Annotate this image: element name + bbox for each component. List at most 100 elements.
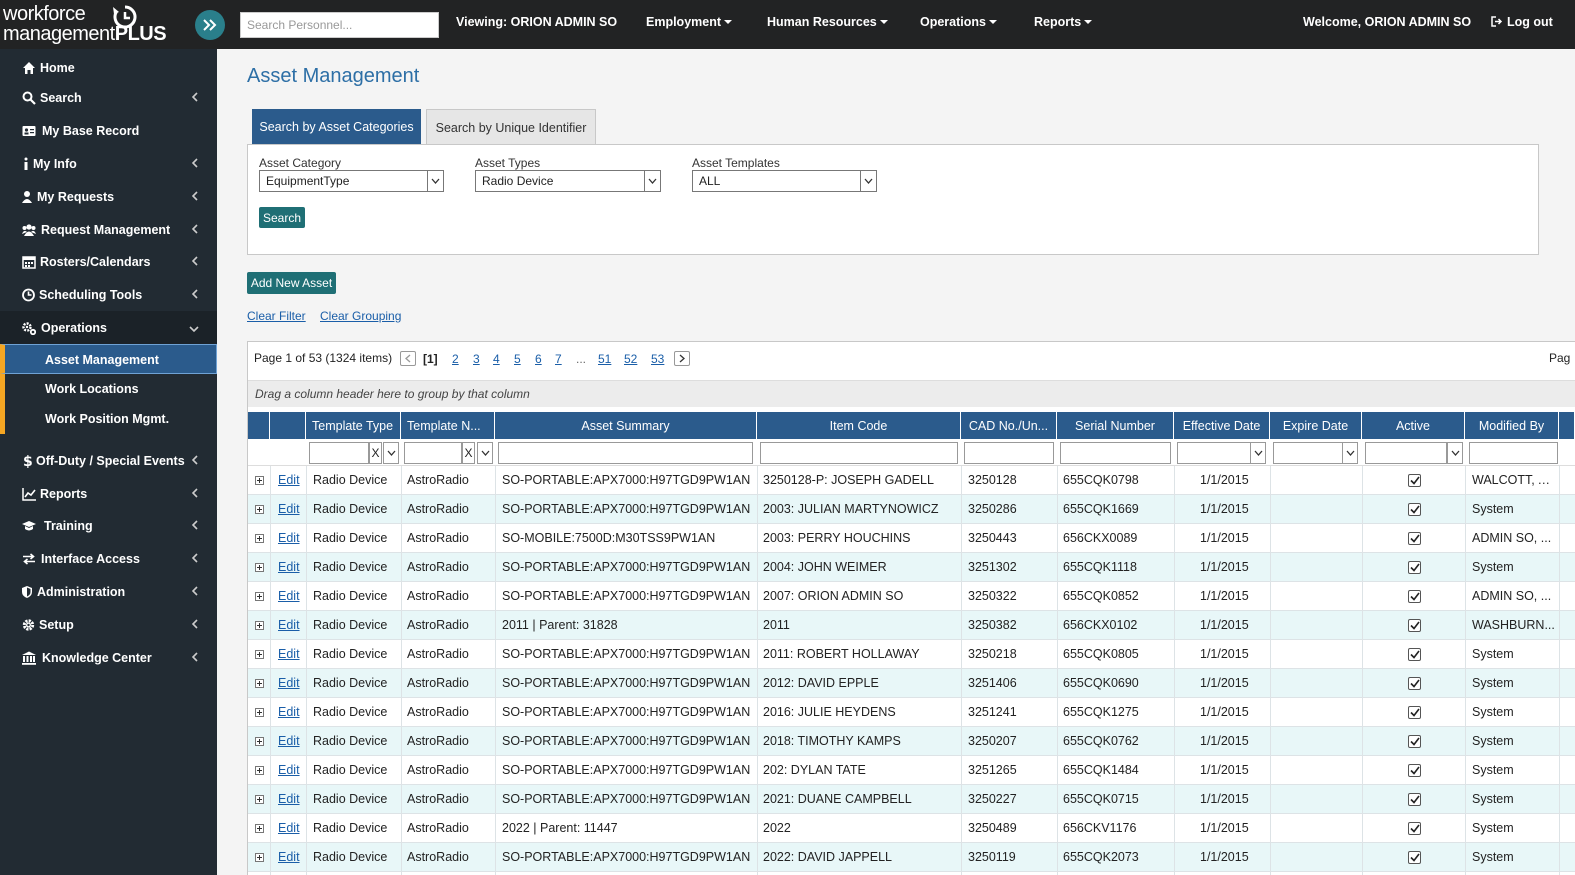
active-checkbox[interactable]: [1408, 532, 1421, 545]
app-logo[interactable]: workforce managementPLUS: [3, 4, 185, 46]
logout-link[interactable]: Log out: [1491, 15, 1553, 29]
pager-next-button[interactable]: [674, 351, 690, 366]
edit-link[interactable]: Edit: [278, 473, 300, 487]
filter-asset-summary-input[interactable]: [498, 442, 753, 464]
active-checkbox[interactable]: [1408, 793, 1421, 806]
sidebar-subitem-work-position-mgmt[interactable]: Work Position Mgmt.: [0, 404, 217, 434]
active-checkbox[interactable]: [1408, 648, 1421, 661]
menu-operations[interactable]: Operations: [920, 15, 997, 29]
sidebar-subitem-work-locations[interactable]: Work Locations: [0, 374, 217, 404]
edit-link[interactable]: Edit: [278, 589, 300, 603]
filter-template-type-dropdown[interactable]: [383, 442, 399, 464]
active-checkbox[interactable]: [1408, 619, 1421, 632]
sidebar-item-operations[interactable]: Operations: [0, 311, 217, 344]
pager-page-3[interactable]: 3: [473, 352, 480, 366]
active-checkbox[interactable]: [1408, 590, 1421, 603]
expand-row-icon[interactable]: [255, 824, 264, 833]
menu-employment[interactable]: Employment: [646, 15, 733, 29]
expand-row-icon[interactable]: [255, 795, 264, 804]
edit-link[interactable]: Edit: [278, 734, 300, 748]
tab-search-by-asset-categories[interactable]: Search by Asset Categories: [252, 109, 421, 145]
sidebar-item-my-base-record[interactable]: My Base Record: [0, 114, 217, 147]
filter-active-input[interactable]: [1365, 442, 1447, 464]
active-checkbox[interactable]: [1408, 474, 1421, 487]
column-header-cad-no-un[interactable]: CAD No./Un...: [961, 412, 1057, 439]
search-personnel-input[interactable]: [240, 12, 439, 38]
column-header-asset-summary[interactable]: Asset Summary: [495, 412, 757, 439]
column-header-modified-by[interactable]: Modified By: [1465, 412, 1559, 439]
clear-filter-link[interactable]: Clear Filter: [247, 309, 306, 323]
pager-page-6[interactable]: 6: [535, 352, 542, 366]
pager-page-5[interactable]: 5: [514, 352, 521, 366]
column-header-item-code[interactable]: Item Code: [757, 412, 961, 439]
edit-link[interactable]: Edit: [278, 821, 300, 835]
column-header-effective-date[interactable]: Effective Date: [1174, 412, 1270, 439]
filter-effective-date-dropdown[interactable]: [1250, 442, 1266, 464]
asset-types-select[interactable]: Radio Device: [475, 170, 661, 192]
sidebar-item-administration[interactable]: Administration: [0, 575, 217, 608]
active-checkbox[interactable]: [1408, 561, 1421, 574]
edit-link[interactable]: Edit: [278, 850, 300, 864]
expand-row-icon[interactable]: [255, 737, 264, 746]
sidebar-subitem-asset-management[interactable]: Asset Management: [0, 344, 217, 374]
column-header-active[interactable]: Active: [1362, 412, 1465, 439]
active-checkbox[interactable]: [1408, 822, 1421, 835]
sidebar-item-search[interactable]: Search: [0, 81, 217, 114]
column-header-template-type[interactable]: Template Type: [306, 412, 401, 439]
sidebar-toggle-button[interactable]: [195, 10, 225, 40]
menu-human-resources[interactable]: Human Resources: [767, 15, 888, 29]
active-checkbox[interactable]: [1408, 764, 1421, 777]
sidebar-item-my-info[interactable]: My Info: [0, 147, 217, 180]
menu-reports[interactable]: Reports: [1034, 15, 1093, 29]
edit-link[interactable]: Edit: [278, 647, 300, 661]
edit-link[interactable]: Edit: [278, 502, 300, 516]
expand-row-icon[interactable]: [255, 476, 264, 485]
active-checkbox[interactable]: [1408, 706, 1421, 719]
expand-row-icon[interactable]: [255, 766, 264, 775]
filter-template-name-input[interactable]: [404, 442, 462, 464]
sidebar-item-setup[interactable]: Setup: [0, 608, 217, 641]
edit-link[interactable]: Edit: [278, 676, 300, 690]
filter-serial-number-input[interactable]: [1060, 442, 1171, 464]
filter-template-type-clear[interactable]: X: [369, 442, 382, 464]
pager-page-53[interactable]: 53: [651, 352, 665, 366]
sidebar-item-my-requests[interactable]: My Requests: [0, 180, 217, 213]
filter-item-code-input[interactable]: [760, 442, 958, 464]
sidebar-item-rosters-calendars[interactable]: Rosters/Calendars: [0, 245, 217, 278]
edit-link[interactable]: Edit: [278, 531, 300, 545]
filter-modified-by-input[interactable]: [1469, 442, 1558, 464]
tab-search-by-unique-identifier[interactable]: Search by Unique Identifier: [426, 109, 596, 145]
filter-cad-no-input[interactable]: [964, 442, 1054, 464]
sidebar-item-interface-access[interactable]: Interface Access: [0, 542, 217, 575]
edit-link[interactable]: Edit: [278, 763, 300, 777]
filter-template-type-input[interactable]: [309, 442, 369, 464]
group-panel[interactable]: Drag a column header here to group by th…: [248, 380, 1575, 407]
sidebar-item-request-management[interactable]: Request Management: [0, 213, 217, 246]
column-header-expire-date[interactable]: Expire Date: [1270, 412, 1362, 439]
expand-row-icon[interactable]: [255, 534, 264, 543]
sidebar-item-off-duty-special-events[interactable]: $ Off-Duty / Special Events: [0, 444, 217, 477]
expand-row-icon[interactable]: [255, 621, 264, 630]
sidebar-item-knowledge-center[interactable]: Knowledge Center: [0, 641, 217, 674]
pager-page-7[interactable]: 7: [555, 352, 562, 366]
expand-row-icon[interactable]: [255, 563, 264, 572]
pager-page-52[interactable]: 52: [624, 352, 638, 366]
pager-page-2[interactable]: 2: [452, 352, 459, 366]
sidebar-item-home[interactable]: Home: [0, 51, 217, 84]
expand-row-icon[interactable]: [255, 679, 264, 688]
filter-expire-date-dropdown[interactable]: [1342, 442, 1358, 464]
clear-grouping-link[interactable]: Clear Grouping: [320, 309, 402, 323]
column-header-serial-number[interactable]: Serial Number: [1057, 412, 1174, 439]
filter-active-dropdown[interactable]: [1447, 442, 1463, 464]
expand-row-icon[interactable]: [255, 708, 264, 717]
edit-link[interactable]: Edit: [278, 705, 300, 719]
column-header-template-n[interactable]: Template N...: [401, 412, 495, 439]
filter-template-name-dropdown[interactable]: [477, 442, 493, 464]
active-checkbox[interactable]: [1408, 851, 1421, 864]
edit-link[interactable]: Edit: [278, 792, 300, 806]
filter-template-name-clear[interactable]: X: [462, 442, 475, 464]
filter-expire-date-input[interactable]: [1273, 442, 1343, 464]
active-checkbox[interactable]: [1408, 735, 1421, 748]
expand-row-icon[interactable]: [255, 650, 264, 659]
active-checkbox[interactable]: [1408, 503, 1421, 516]
